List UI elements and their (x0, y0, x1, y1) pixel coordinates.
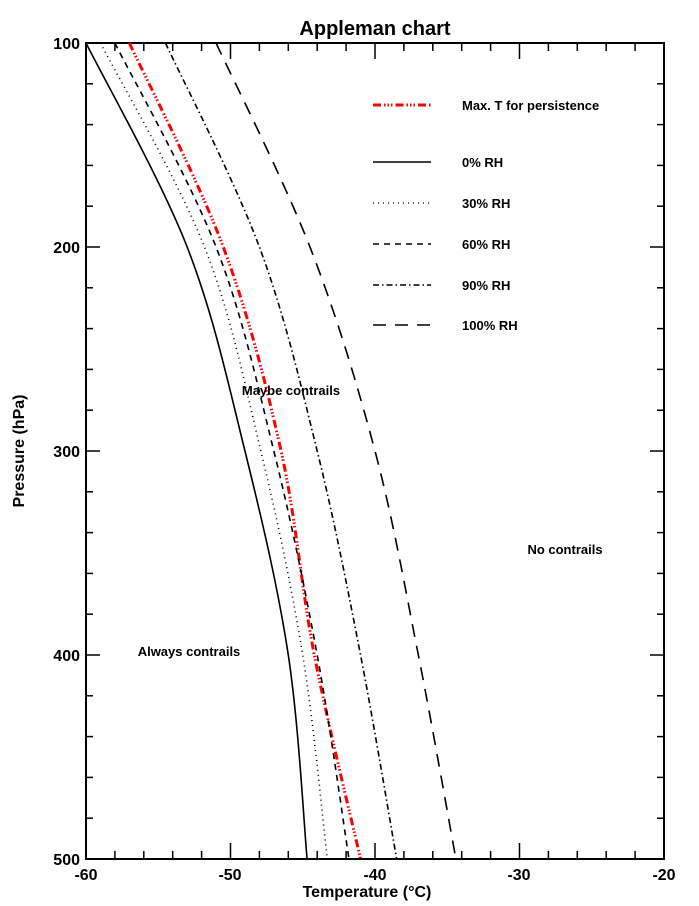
curve-30-rh (99, 42, 329, 860)
annotation-no-contrails: No contrails (527, 542, 602, 557)
legend-label-60rh: 60% RH (462, 237, 510, 252)
x-axis-label: Temperature (°C) (303, 884, 432, 901)
y-tick-labels: 100 200 300 400 500 (53, 36, 80, 869)
y-tick-300: 300 (53, 444, 80, 461)
legend: Max. T for persistence 0% RH 30% RH 60% … (373, 98, 599, 333)
y-tick-500: 500 (53, 852, 80, 869)
plot-frame (85, 42, 665, 860)
curve-100-rh (215, 42, 457, 860)
annotation-maybe-contrails: Maybe contrails (242, 383, 340, 398)
chart-title: Appleman chart (299, 18, 450, 40)
legend-label-90rh: 90% RH (462, 278, 510, 293)
x-tick-minus60: -60 (74, 867, 97, 884)
legend-label-max-t: Max. T for persistence (462, 98, 599, 113)
y-axis-label: Pressure (hPa) (11, 395, 28, 508)
curve-60-rh (114, 42, 350, 860)
legend-label-30rh: 30% RH (462, 196, 510, 211)
legend-label-100rh: 100% RH (462, 318, 518, 333)
curve-0-rh (85, 42, 308, 860)
y-tick-200: 200 (53, 240, 80, 257)
axis-ticks (85, 42, 665, 860)
y-tick-400: 400 (53, 648, 80, 665)
x-tick-minus40: -40 (363, 867, 386, 884)
x-tick-labels: -60 -50 -40 -30 -20 (74, 867, 675, 884)
x-tick-minus50: -50 (218, 867, 241, 884)
curve-90-rh (164, 42, 398, 860)
curves (85, 42, 457, 860)
annotation-always-contrails: Always contrails (138, 644, 241, 659)
legend-label-0rh: 0% RH (462, 155, 503, 170)
y-tick-100: 100 (53, 36, 80, 53)
x-tick-minus30: -30 (507, 867, 530, 884)
x-tick-minus20: -20 (652, 867, 675, 884)
